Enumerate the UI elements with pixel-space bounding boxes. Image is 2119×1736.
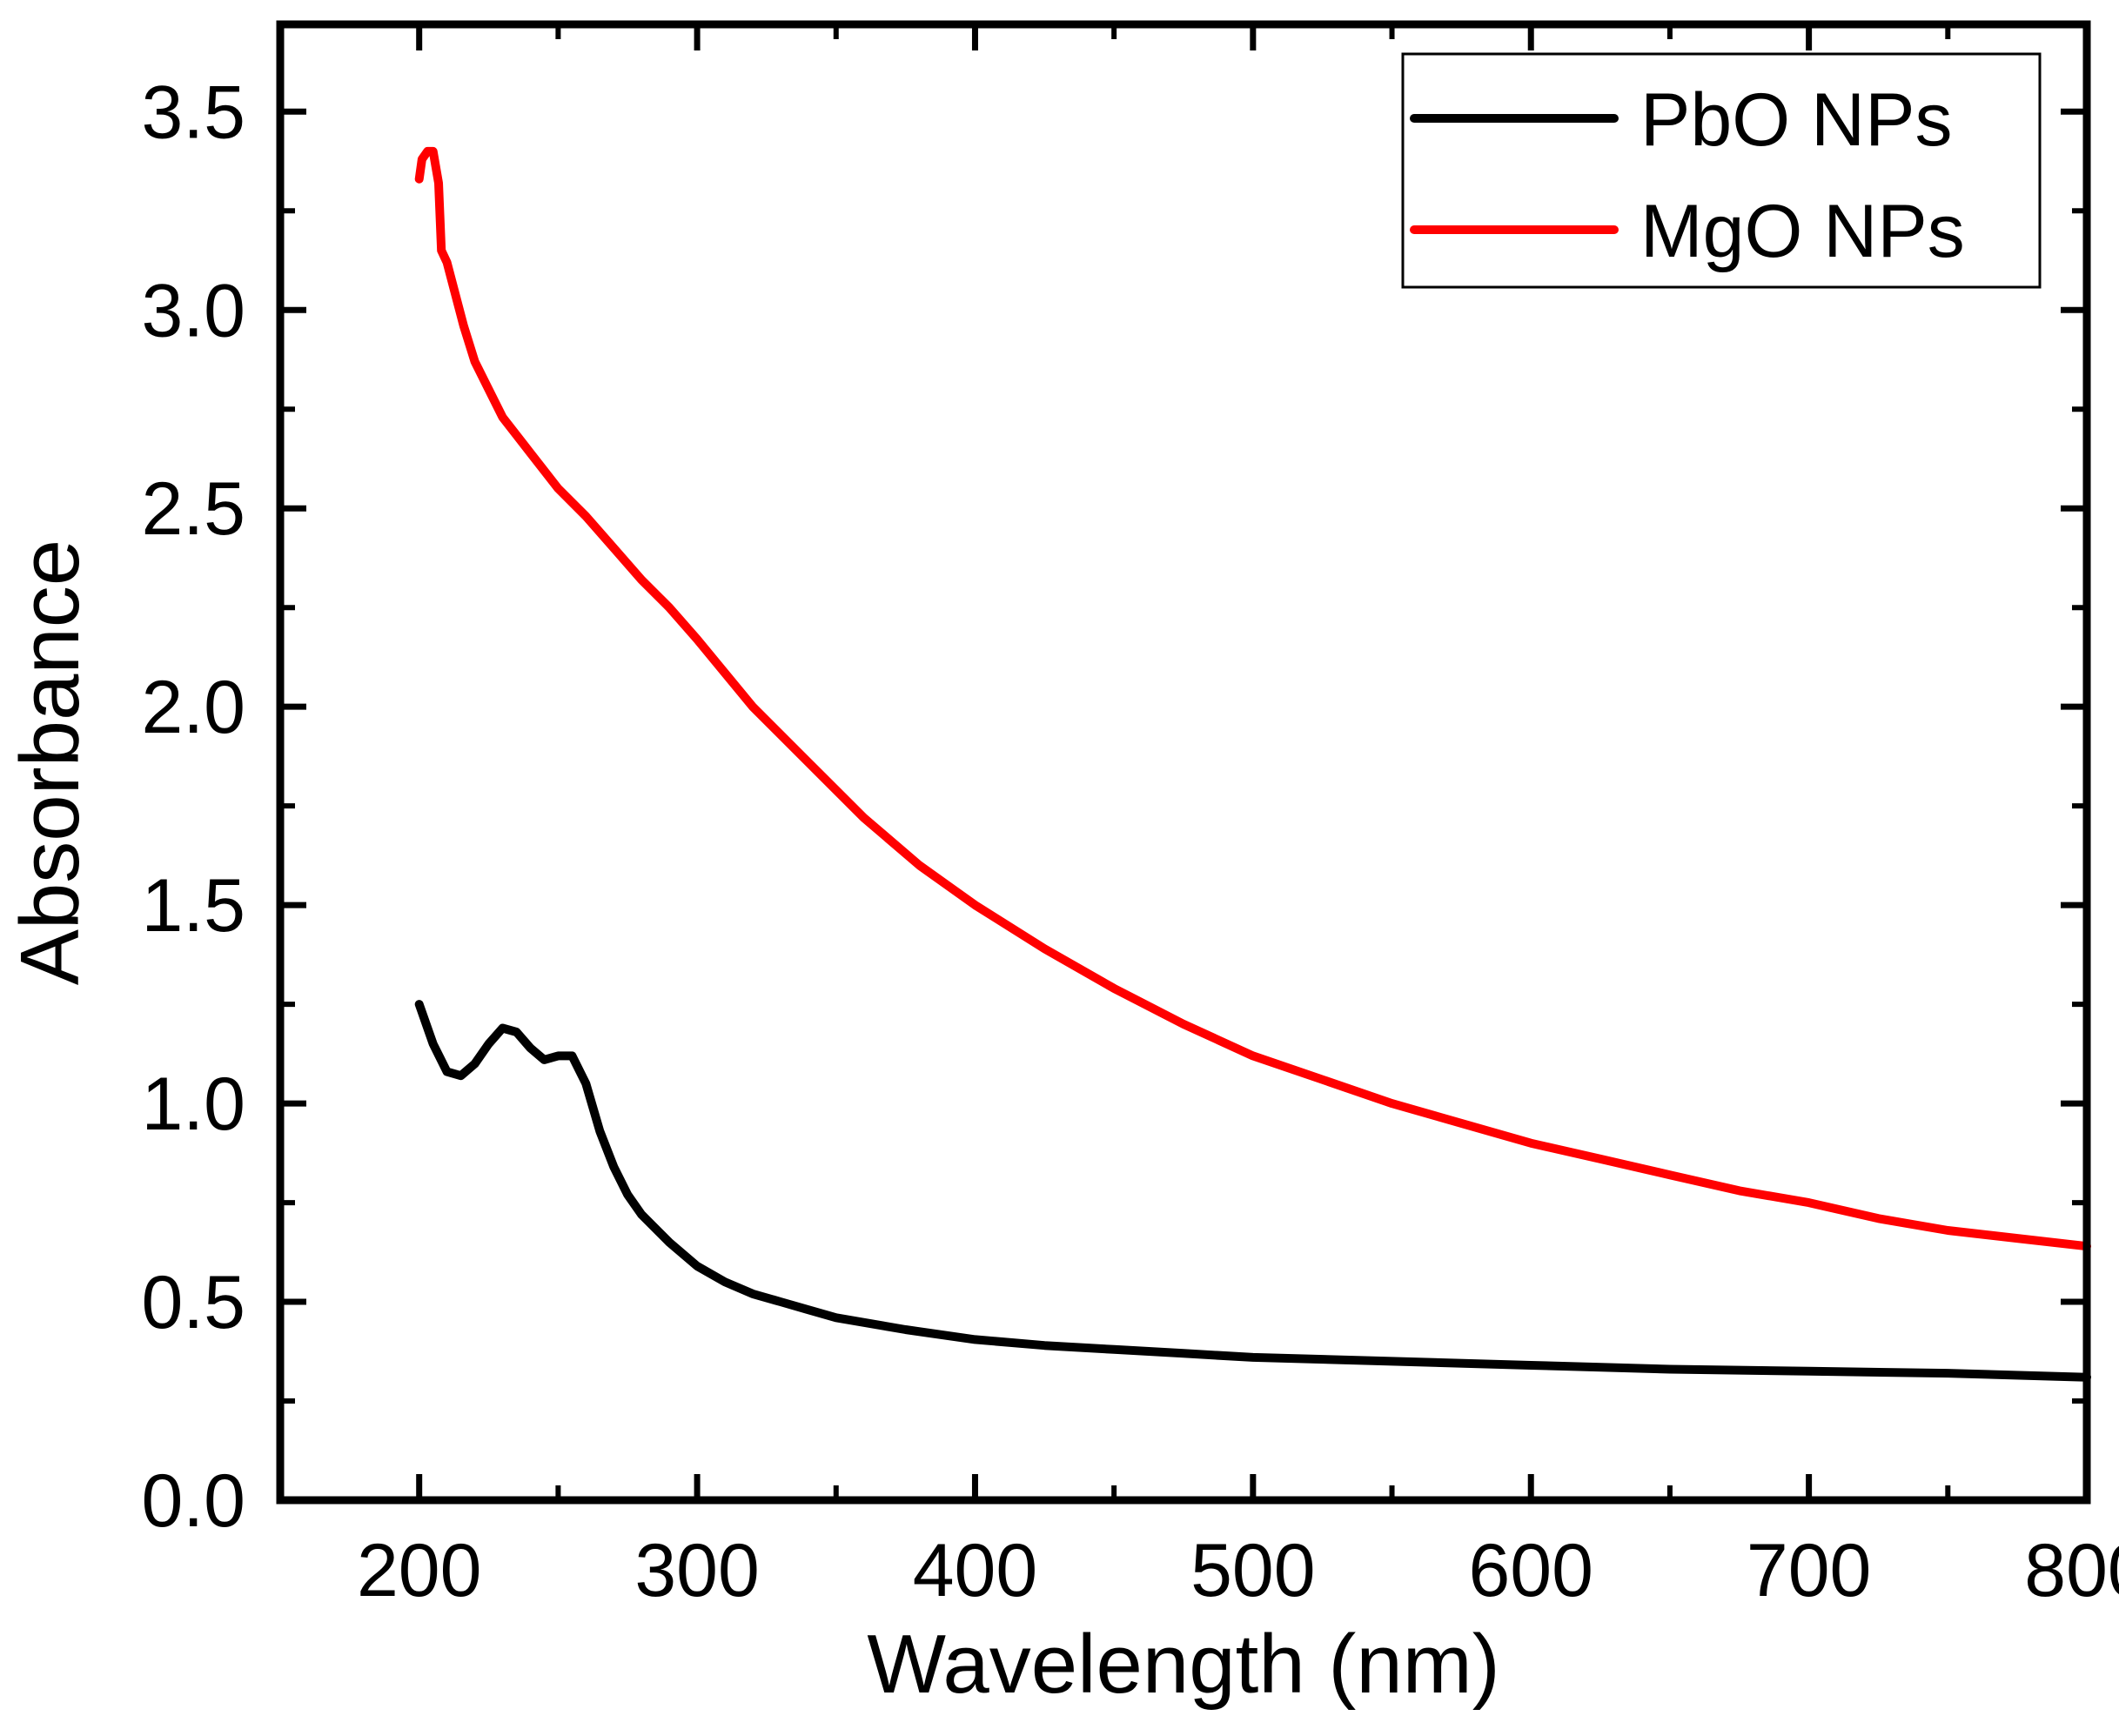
series-layer [414,146,2091,1382]
y-tick-label: 0.5 [141,1261,245,1344]
x-tick-label: 800 [2024,1529,2119,1612]
ticks-layer: 200 300 400 500 600 700 800 0.0 0.5 1.0 1.5 2.0 2.5 3… [141,24,2119,1612]
x-tick-label: 400 [913,1529,1038,1612]
x-tick-label: 600 [1468,1529,1593,1612]
legend-label-mgo: MgO NPs [1640,190,1965,273]
y-tick-label: 1.5 [141,864,245,948]
x-tick-label: 500 [1190,1529,1316,1612]
series-line-mgo [414,146,2091,1251]
y-tick-label: 1.0 [141,1062,245,1146]
plot-frame [276,20,2091,1505]
x-axis-title: Wavelength (nm) [867,1618,1499,1711]
y-axis-title: Absorbance [3,540,97,985]
y-tick-label: 0.0 [141,1459,245,1543]
legend-label-pbo: PbO NPs [1640,78,1952,162]
y-tick-label: 3.5 [141,70,245,154]
x-tick-label: 300 [634,1529,760,1612]
legend-box [1401,52,2042,289]
x-tick-label: 200 [357,1529,482,1612]
series-line-pbo [414,1000,2091,1382]
x-tick-label: 700 [1747,1529,1872,1612]
legend: PbO NPs MgO NPs [1401,52,2042,289]
axes-layer [276,20,2091,1505]
y-tick-label: 2.5 [141,467,245,551]
y-tick-label: 2.0 [141,666,245,749]
y-tick-label: 3.0 [141,269,245,352]
